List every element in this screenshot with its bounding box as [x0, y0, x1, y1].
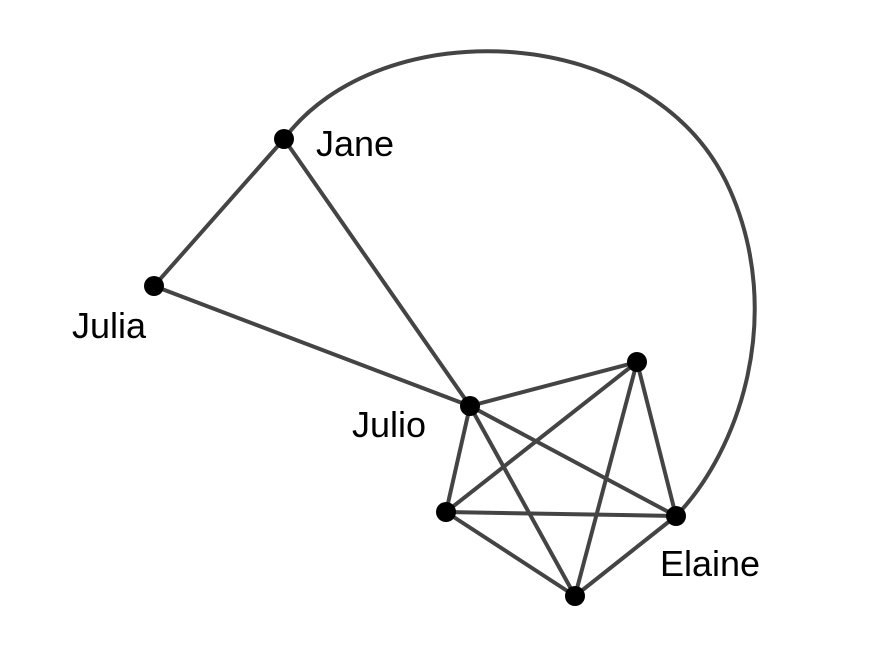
edges: [152, 49, 757, 598]
node-n4: [436, 502, 456, 522]
labels: Jane Julia Julio Elaine: [72, 123, 760, 584]
node-jane: [274, 129, 294, 149]
label-julia: Julia: [72, 305, 147, 346]
edge-n4-n6: [444, 360, 639, 514]
edge-jane-elaine-arc: [282, 49, 757, 518]
edge-n4-n5: [444, 510, 577, 598]
label-jane: Jane: [316, 123, 394, 164]
edge-n5-n6: [573, 360, 639, 598]
edge-julio-n4: [444, 404, 472, 514]
node-julia: [144, 276, 164, 296]
edge-julio-elaine: [468, 404, 678, 518]
edge-julia-julio: [152, 284, 472, 408]
label-julio: Julio: [352, 404, 426, 445]
edge-n4-elaine: [444, 510, 678, 518]
node-julio: [460, 396, 480, 416]
edge-n5-elaine: [573, 514, 678, 598]
edge-jane-julia: [152, 137, 286, 288]
node-n6: [627, 352, 647, 372]
label-elaine: Elaine: [660, 543, 760, 584]
node-n5: [565, 586, 585, 606]
edge-n6-elaine: [635, 360, 678, 518]
edge-julio-n5: [468, 404, 577, 598]
edge-jane-julio: [282, 137, 472, 408]
nodes: [144, 129, 686, 606]
node-elaine: [666, 506, 686, 526]
edge-julio-n6: [468, 360, 639, 408]
